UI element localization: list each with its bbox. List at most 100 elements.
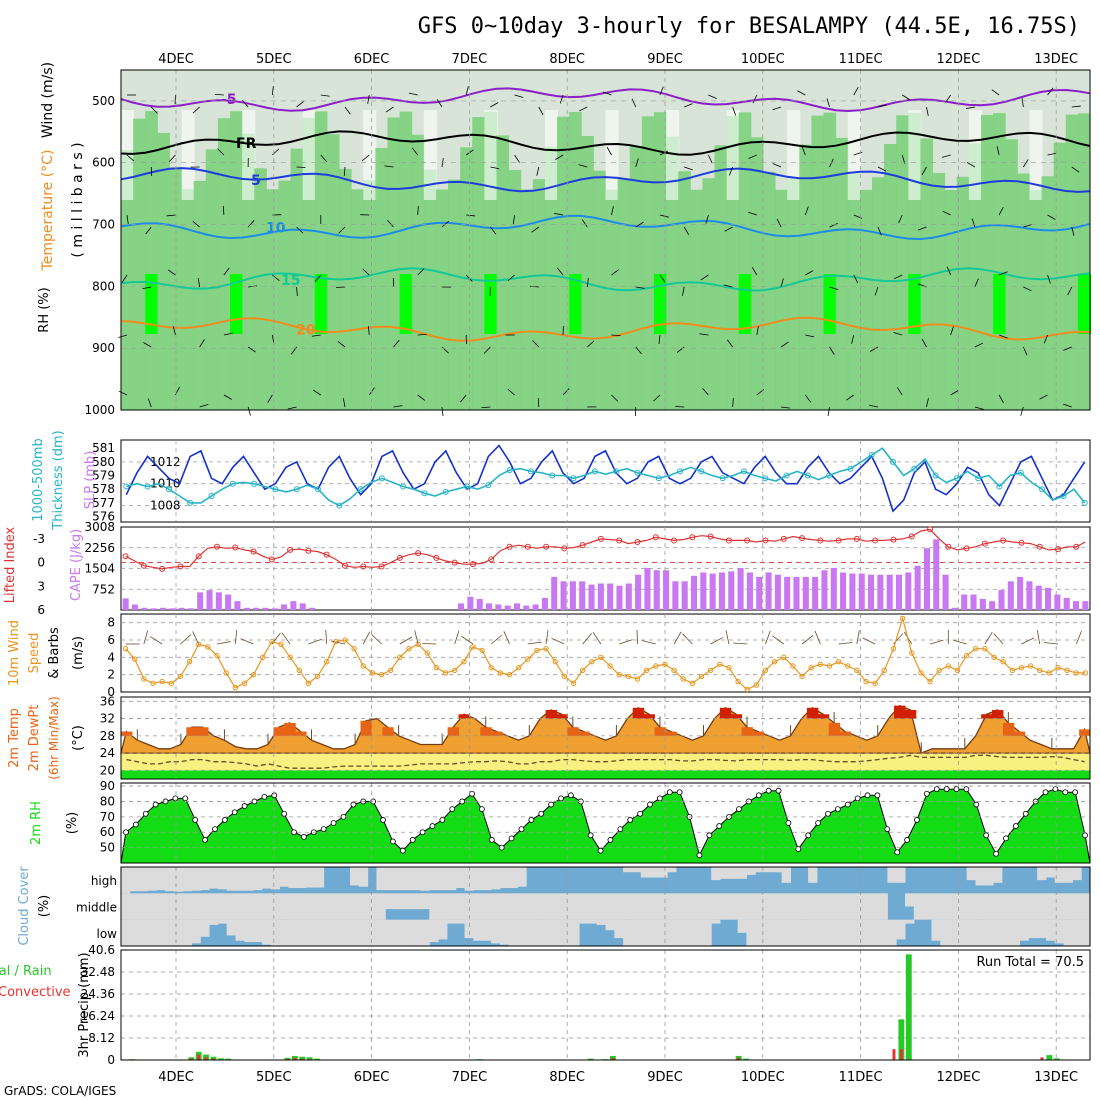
temperature-hot-band — [730, 714, 743, 719]
wind-barb — [343, 166, 346, 177]
wind-barb — [941, 154, 951, 158]
cape-bar — [895, 574, 903, 610]
rh-shade-column — [932, 172, 946, 410]
temperature-warm-band — [1079, 729, 1091, 736]
cape-bar — [635, 574, 642, 610]
cloud-gap-middle — [394, 893, 404, 910]
wind-barb — [804, 394, 812, 403]
cloud-gap-high — [649, 867, 659, 878]
wind-barb — [385, 106, 394, 113]
total-precip-bar — [587, 1058, 594, 1060]
wind-barb — [367, 94, 370, 104]
rh-point — [874, 792, 881, 799]
cape-bar — [1007, 581, 1014, 610]
rh-shade-column — [847, 172, 861, 410]
cloud-gap-middle — [473, 893, 483, 920]
wind-barb — [611, 394, 619, 402]
wind-barb — [1047, 274, 1051, 284]
slp-thickness-panel: 1012101010085815805795785775761000-500mb… — [31, 430, 1091, 531]
wind-barb — [384, 165, 394, 168]
wind-speed-point — [790, 663, 796, 669]
rh-point — [212, 826, 218, 833]
wind-barb — [926, 106, 929, 116]
wind-speed-point — [360, 663, 366, 669]
rh-point — [330, 820, 337, 826]
cape-bar — [877, 574, 884, 610]
rh-shade-column — [799, 144, 812, 411]
rh-point — [844, 801, 851, 808]
cape-bar — [663, 570, 670, 610]
wind-barb — [362, 631, 371, 645]
rh-tick-label: 50 — [100, 841, 115, 855]
li-point — [908, 533, 915, 540]
cloud-gap-middle — [746, 893, 756, 920]
wind-speed-point — [205, 644, 211, 650]
wind-barb — [974, 406, 984, 410]
wind-barb — [780, 341, 789, 348]
cape-bar — [1054, 594, 1061, 610]
wind-barb — [344, 106, 351, 115]
rh-shade-column — [314, 111, 328, 410]
cloud-gap-high — [508, 867, 518, 889]
cloud-gap-middle — [508, 893, 518, 920]
contour-label: FR — [236, 136, 257, 152]
temperature-warm-band — [741, 727, 753, 736]
wind-barb — [942, 210, 951, 216]
wind-barb — [602, 91, 612, 96]
cape-bar — [1045, 587, 1052, 610]
cloud-gap-middle — [1081, 893, 1091, 920]
convective-precip-bar — [899, 1049, 903, 1060]
cloud-gap-middle — [156, 893, 166, 920]
rh-point — [152, 801, 159, 808]
wind-barb — [338, 226, 346, 234]
rh-dry-patch — [544, 110, 559, 200]
cloud-gap-low — [385, 919, 395, 946]
cloud-gap-high — [764, 867, 774, 873]
cloud-gap-middle — [869, 893, 880, 920]
day-label-bottom: 4DEC — [158, 1070, 194, 1085]
wind-barbs-axis-label: & Barbs — [47, 627, 62, 679]
temperature-warm-band — [186, 727, 198, 736]
cloud-gap-high — [499, 867, 510, 889]
cloud-gap-low — [702, 919, 712, 946]
cloud-gap-high — [720, 867, 730, 879]
wind-barb — [901, 154, 906, 164]
cloud-gap-low — [552, 919, 562, 946]
wind-barb — [367, 326, 370, 336]
rh-point — [558, 795, 564, 802]
cape-bar — [737, 568, 744, 610]
wind-barb — [507, 274, 515, 282]
wind-barb — [172, 326, 176, 336]
cloud-gap-middle — [455, 893, 466, 920]
wind-barb — [417, 333, 427, 336]
rh-dry-patch — [726, 110, 740, 200]
thickness-tick-label: 578 — [92, 482, 115, 496]
wind-speed-point — [634, 676, 641, 682]
rh-shade-column — [762, 171, 776, 410]
cloud-gap-middle — [728, 893, 739, 920]
wind-barb — [559, 94, 564, 104]
rh-point — [399, 847, 406, 854]
wind-barb — [490, 166, 500, 170]
precip-tick-label: 0 — [107, 1053, 115, 1067]
wind-barb — [143, 630, 149, 645]
wind-speed-point — [954, 667, 961, 674]
rh-point — [202, 837, 208, 843]
wind-speed-point — [707, 667, 714, 674]
wind-speed-point — [186, 658, 193, 665]
cape-bar — [159, 607, 166, 610]
rh-shade-column — [871, 177, 885, 410]
precip-axis-label: 3hr Precip (mm) — [77, 952, 92, 1057]
wind-barb — [797, 90, 806, 96]
thickness-tick-label: 579 — [92, 469, 115, 483]
rh-point — [320, 826, 327, 833]
cloud-gap-low — [825, 919, 836, 946]
cloud-gap-low — [261, 919, 272, 945]
wind-barb — [752, 94, 758, 104]
rh-point — [914, 817, 920, 823]
slp-tick-label: 1008 — [150, 499, 181, 513]
cloud-gap-middle — [350, 893, 360, 920]
wind-barb — [320, 94, 330, 97]
cape-bar — [299, 603, 306, 610]
rh-point — [607, 837, 614, 843]
